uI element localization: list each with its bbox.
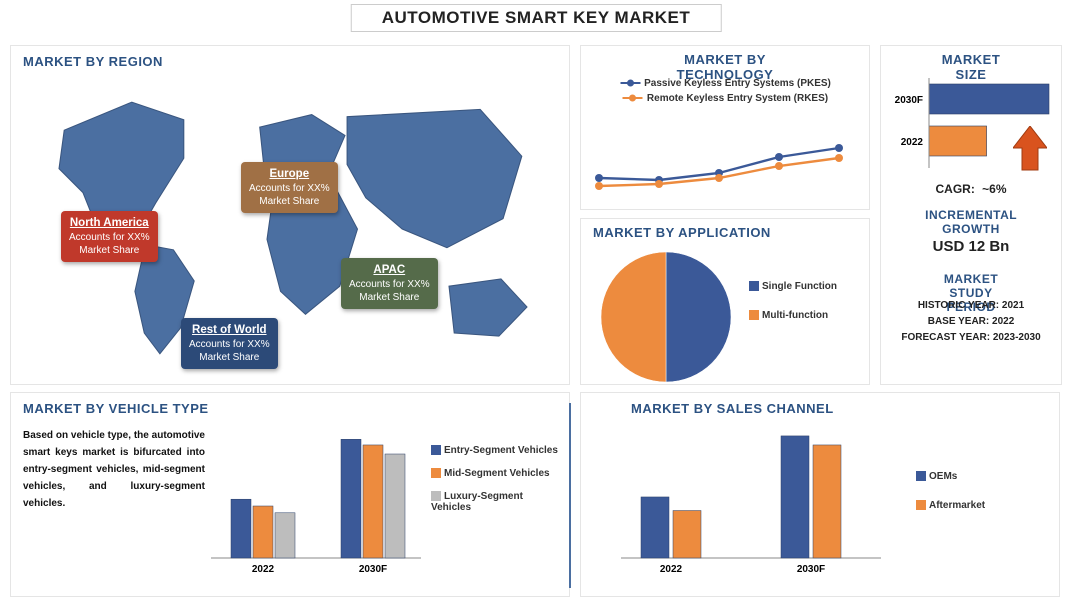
svg-text:2030F: 2030F	[359, 564, 387, 575]
legend-item: Luxury-Segment Vehicles	[431, 491, 561, 513]
panel-technology: MARKET BY TECHNOLOGY Passive Keyless Ent…	[580, 45, 870, 210]
study-line: BASE YEAR: 2022	[881, 314, 1061, 330]
vehicle-legend: Entry-Segment Vehicles Mid-Segment Vehicl…	[431, 433, 561, 525]
page-title: AUTOMOTIVE SMART KEY MARKET	[351, 4, 722, 32]
legend-item: Mid-Segment Vehicles	[431, 468, 561, 479]
panel-region: MARKET BY REGION North AmericaAccounts f…	[10, 45, 570, 385]
inc-growth-title: INCREMENTAL GROWTH	[925, 208, 1017, 236]
legend-item: Aftermarket	[916, 500, 1046, 511]
panel-market-size: MARKET SIZE 2030F2022 CAGR: ~6% INCREMEN…	[880, 45, 1062, 385]
app-pie-chart	[581, 219, 869, 384]
region-title: MARKET BY REGION	[23, 54, 163, 69]
tech-line-chart	[581, 46, 869, 209]
panel-sales-channel: MARKET BY SALES CHANNEL 20222030F OEMsAf…	[580, 392, 1060, 597]
map-tag-europe: EuropeAccounts for XX%Market Share	[241, 162, 338, 213]
study-line: HISTORIC YEAR: 2021	[881, 298, 1061, 314]
study-lines: HISTORIC YEAR: 2021BASE YEAR: 2022FORECA…	[881, 298, 1061, 346]
legend-item: OEMs	[916, 471, 1046, 482]
svg-text:2022: 2022	[901, 137, 924, 148]
panel-vehicle-type: MARKET BY VEHICLE TYPE Based on vehicle …	[10, 392, 570, 597]
map-tag-north-america: North AmericaAccounts for XX%Market Shar…	[61, 211, 158, 262]
panel-application: MARKET BY APPLICATION Single FunctionMul…	[580, 218, 870, 385]
up-arrow-icon	[1013, 126, 1047, 174]
svg-text:2030F: 2030F	[895, 95, 923, 106]
svg-text:2022: 2022	[660, 564, 683, 575]
cagr-label: CAGR:	[935, 182, 974, 196]
legend-item: Entry-Segment Vehicles	[431, 445, 561, 456]
cagr-value: ~6%	[982, 182, 1006, 196]
cagr-row: CAGR: ~6%	[881, 182, 1061, 196]
svg-text:2030F: 2030F	[797, 564, 825, 575]
map-tag-apac: APACAccounts for XX%Market Share	[341, 258, 438, 309]
inc-growth-value: USD 12 Bn	[881, 238, 1061, 255]
svg-text:2022: 2022	[252, 564, 275, 575]
sales-legend: OEMs Aftermarket	[916, 453, 1046, 529]
panel-divider	[569, 403, 571, 588]
study-line: FORECAST YEAR: 2023-2030	[881, 330, 1061, 346]
map-tag-rest-of-world: Rest of WorldAccounts for XX%Market Shar…	[181, 318, 278, 369]
